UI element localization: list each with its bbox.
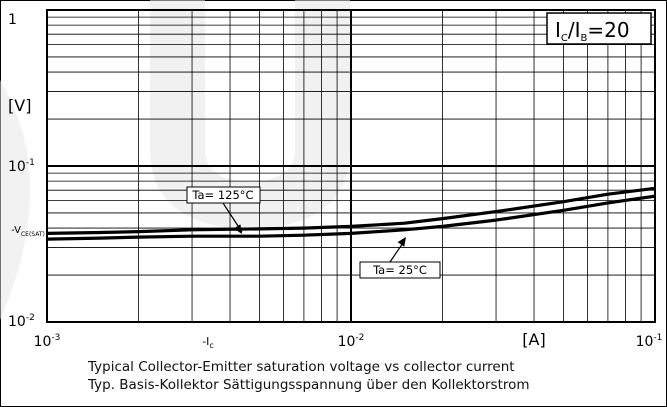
watermark-left-arc (0, 80, 30, 320)
series-label-1: Ta= 125°C (191, 188, 253, 202)
caption-english: Typical Collector-Emitter saturation vol… (88, 359, 515, 375)
series-line-2 (46, 194, 656, 241)
series-arrow-head-1 (233, 224, 242, 234)
y-axis-label: -VCE(SAT) (11, 225, 45, 238)
caption-german: Typ. Basis-Kollektor Sättigungsspannung … (88, 377, 530, 393)
axis-labels: -Ic -VCE(SAT) [A] [V] (8, 96, 546, 350)
y-tick-label: 10-1 (8, 158, 35, 175)
x-tick-label: 10-3 (34, 333, 61, 350)
series-layer (46, 186, 656, 241)
watermark-shape (0, 0, 350, 320)
y-tick-label: 10-2 (8, 313, 35, 330)
series-annotations: IC/IB=20 Ta= 125°C Ta= 25°C (186, 12, 652, 279)
condition-label: IC/IB=20 (555, 18, 630, 44)
y-unit-label: [V] (8, 96, 31, 115)
condition-box (546, 12, 652, 45)
x-tick-label: 10-2 (338, 333, 365, 350)
x-tick-label: 10-1 (636, 333, 663, 350)
series-label-2: Ta= 25°C (372, 263, 427, 277)
y-tick-label: 1 (8, 12, 17, 28)
plot-border (46, 9, 656, 323)
watermark-arc (150, 0, 350, 230)
x-unit-label: [A] (522, 330, 545, 349)
tick-labels: 10-3 10-2 10-1 1 10-1 10-2 (8, 12, 662, 350)
series-line-1 (46, 186, 656, 235)
x-axis-label: -Ic (202, 335, 214, 350)
series-label-box-2 (359, 261, 441, 279)
series-arrow-head-2 (397, 237, 406, 247)
